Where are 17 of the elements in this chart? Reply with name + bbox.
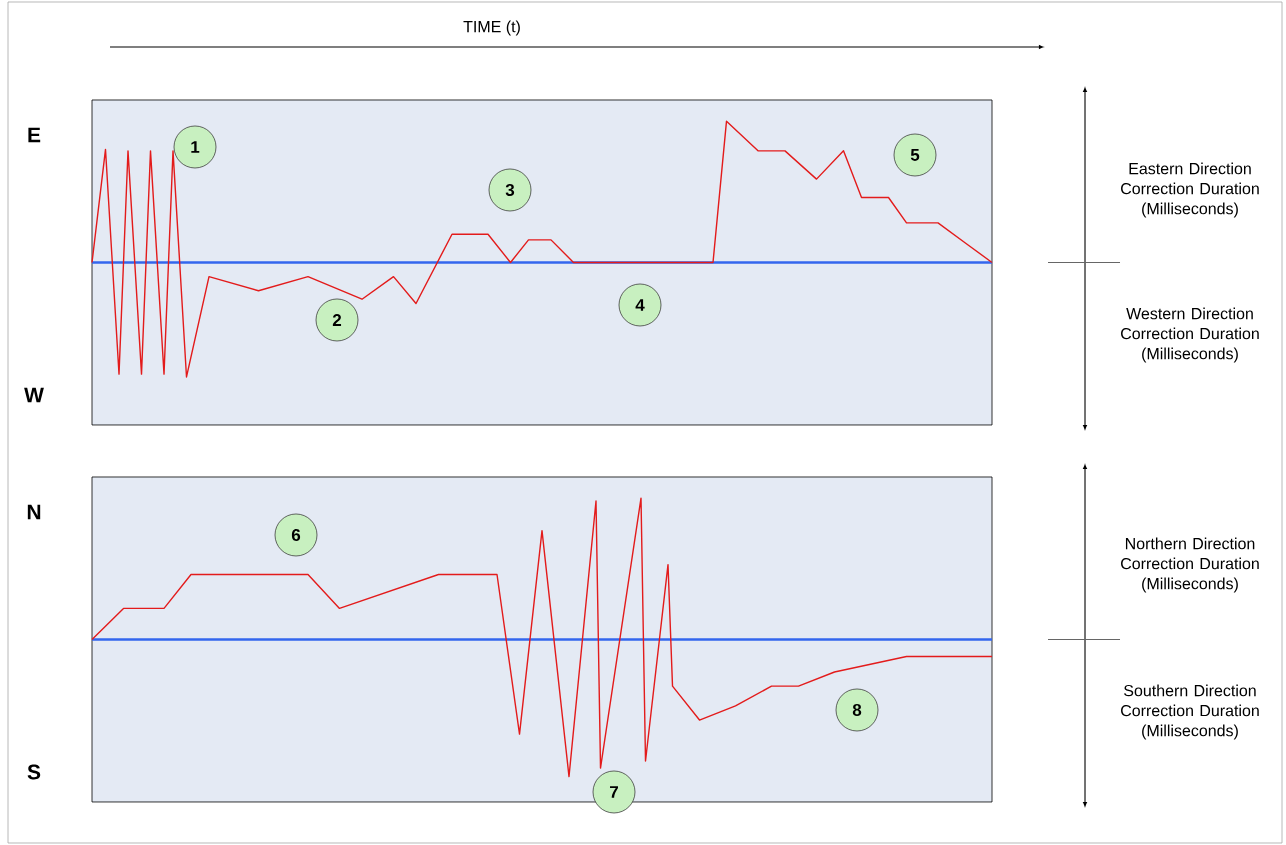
annotation: 4 xyxy=(635,299,645,311)
annotation: 8 xyxy=(852,703,862,717)
annotation: 5 xyxy=(910,149,920,161)
text: Eastern Direction Correction Duration (Milliseconds) xyxy=(1121,162,1259,218)
text: W xyxy=(24,387,44,403)
text: E xyxy=(28,127,41,143)
text: Southern Direction Correction Duration (Milliseconds) xyxy=(1121,684,1259,740)
annotation: 1 xyxy=(191,141,200,153)
annotation: 3 xyxy=(505,183,515,197)
text: 7 xyxy=(610,786,618,798)
annotation: 2 xyxy=(332,314,342,326)
annotation: 6 xyxy=(291,528,301,542)
text: S xyxy=(27,764,41,780)
text: Western Direction Correction Duration (Milliseconds) xyxy=(1121,307,1259,363)
text: Northern Direction Correction Duration (Milliseconds) xyxy=(1121,537,1259,593)
x-axis-title: TIME (t) xyxy=(463,20,520,36)
text: N xyxy=(27,504,41,520)
